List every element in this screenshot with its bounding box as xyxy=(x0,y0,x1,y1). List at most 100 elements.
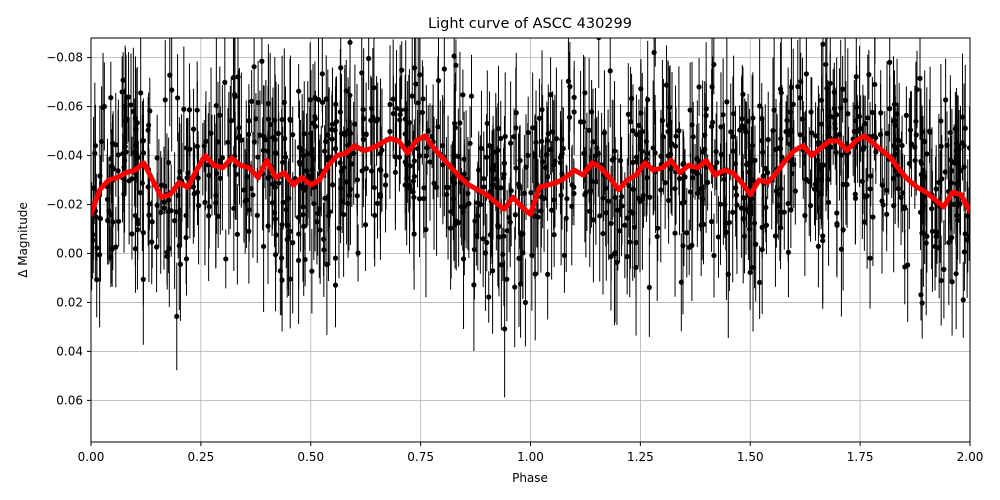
observation-point xyxy=(951,159,957,166)
observation-point xyxy=(652,150,658,156)
observation-point xyxy=(631,224,638,230)
observation-point xyxy=(757,103,763,109)
y-axis-ticks: −0.08 −0.06 −0.04 −0.02 0.00 0.02 0.04 0.06 xyxy=(46,51,91,407)
observation-point xyxy=(413,81,419,87)
observation-point xyxy=(435,124,441,130)
observation-point xyxy=(959,114,966,120)
observation-point xyxy=(338,130,345,137)
observation-point xyxy=(399,67,405,73)
observation-point xyxy=(708,218,715,225)
observation-point xyxy=(481,184,487,190)
observation-point xyxy=(879,182,885,188)
observation-point xyxy=(304,168,310,174)
observation-point xyxy=(467,140,473,146)
observation-point xyxy=(177,169,183,175)
observation-point xyxy=(853,118,859,124)
observation-point xyxy=(840,86,846,92)
observation-point xyxy=(341,164,347,171)
observation-point xyxy=(94,245,100,251)
observation-point xyxy=(166,197,172,203)
observation-point xyxy=(541,195,547,202)
observation-point xyxy=(187,146,193,152)
observation-point xyxy=(480,236,486,242)
observation-point xyxy=(214,170,220,177)
observation-point xyxy=(173,209,179,215)
observation-point xyxy=(699,196,705,202)
observation-point xyxy=(836,131,843,138)
observation-point xyxy=(772,233,779,239)
observation-point xyxy=(894,145,900,151)
observation-point xyxy=(942,169,948,175)
observation-point xyxy=(593,179,599,185)
observation-point xyxy=(627,239,633,245)
observation-point xyxy=(449,176,455,182)
observation-point xyxy=(747,269,753,276)
observation-point xyxy=(351,150,357,156)
observation-point xyxy=(914,86,920,93)
observation-point xyxy=(927,129,933,135)
observation-point xyxy=(619,203,625,209)
observation-point xyxy=(895,186,901,192)
observation-point xyxy=(411,194,417,200)
observation-point xyxy=(241,187,247,193)
observation-point xyxy=(280,159,286,165)
observation-point xyxy=(132,115,139,121)
observation-point xyxy=(799,116,806,122)
observation-point xyxy=(261,243,267,250)
observation-point xyxy=(778,186,784,192)
observation-point xyxy=(852,191,858,197)
observation-point xyxy=(272,252,279,258)
observation-point xyxy=(718,124,724,130)
observation-point xyxy=(123,149,129,155)
observation-point xyxy=(939,176,945,182)
observation-point xyxy=(183,234,189,241)
observation-point xyxy=(551,197,557,203)
observation-point xyxy=(97,173,103,179)
observation-point xyxy=(834,112,840,118)
observation-point xyxy=(791,161,797,167)
observation-point xyxy=(255,154,261,160)
observation-point xyxy=(660,134,667,140)
y-tick-label: −0.02 xyxy=(46,197,83,211)
observation-point xyxy=(923,240,929,246)
observation-point xyxy=(359,168,365,174)
observation-point xyxy=(814,177,820,183)
observation-point xyxy=(465,190,471,197)
observation-point xyxy=(603,210,609,216)
observation-point xyxy=(690,168,696,174)
observation-point xyxy=(322,148,328,154)
observation-point xyxy=(539,138,545,144)
observation-point xyxy=(347,186,354,192)
observation-point xyxy=(246,207,252,213)
observation-point xyxy=(785,249,792,255)
observation-point xyxy=(287,117,294,123)
observation-point xyxy=(954,212,960,218)
observation-point xyxy=(859,178,865,184)
observation-point xyxy=(587,208,593,214)
observation-point xyxy=(955,217,961,223)
observation-point xyxy=(866,72,872,78)
observation-point xyxy=(507,219,513,225)
observation-point xyxy=(285,222,291,228)
observation-point xyxy=(290,240,296,246)
observation-point xyxy=(831,89,837,95)
x-tick-label: 0.25 xyxy=(188,450,215,464)
observation-point xyxy=(455,153,461,160)
observation-point xyxy=(310,120,316,126)
observation-point xyxy=(627,119,634,125)
observation-point xyxy=(586,127,592,133)
observation-point xyxy=(493,176,499,182)
observation-point xyxy=(838,105,844,111)
observation-point xyxy=(407,163,413,169)
observation-point xyxy=(938,143,944,149)
observation-point xyxy=(608,253,614,260)
observation-point xyxy=(285,234,292,240)
observation-point xyxy=(329,136,335,142)
observation-point xyxy=(486,294,492,300)
observation-point xyxy=(569,182,575,188)
observation-point xyxy=(255,100,261,106)
observation-point xyxy=(565,78,572,84)
observation-point xyxy=(324,261,330,268)
observation-point xyxy=(91,233,95,239)
